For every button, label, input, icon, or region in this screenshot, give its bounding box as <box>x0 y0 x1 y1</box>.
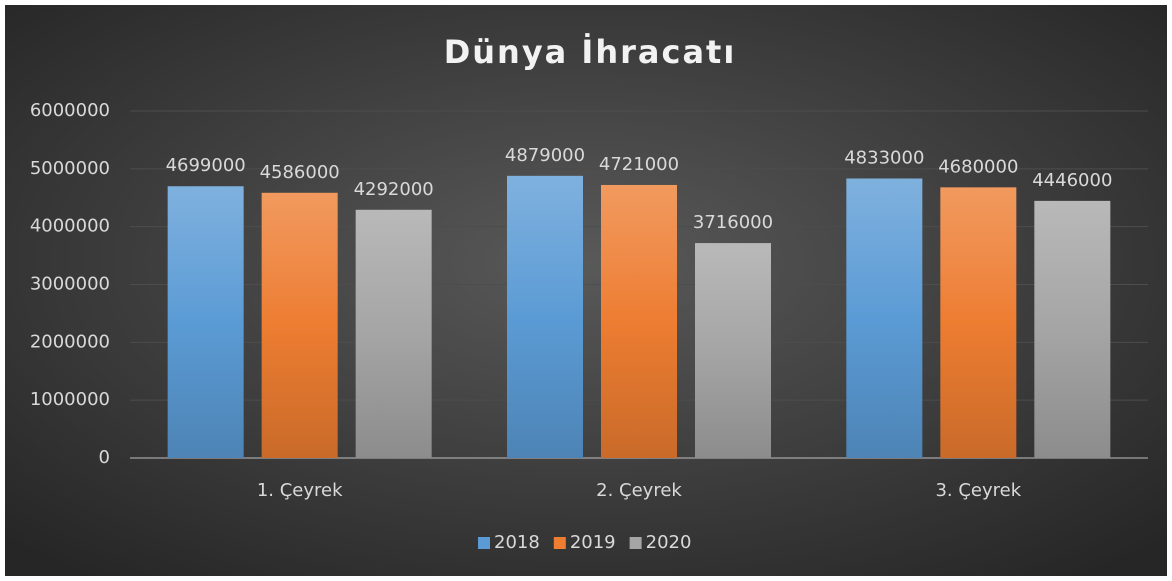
data-label: 4879000 <box>505 145 585 166</box>
legend-swatch <box>553 537 566 549</box>
y-tick-label: 4000000 <box>30 216 110 237</box>
y-tick-label: 2000000 <box>30 331 110 352</box>
x-tick-label: 1. Çeyrek <box>257 480 343 501</box>
y-tick-label: 6000000 <box>30 100 110 121</box>
x-tick-label: 3. Çeyrek <box>935 480 1021 501</box>
bar <box>940 187 1017 458</box>
bar <box>507 175 583 458</box>
bar <box>355 209 432 458</box>
data-label: 4680000 <box>938 156 1018 177</box>
data-label: 3716000 <box>693 212 773 233</box>
data-label: 4446000 <box>1032 170 1112 191</box>
y-tick-label: 0 <box>99 447 110 468</box>
data-label: 4292000 <box>354 179 434 200</box>
y-tick-label: 3000000 <box>30 274 110 295</box>
bar <box>1034 200 1111 459</box>
data-label: 4721000 <box>599 154 679 175</box>
legend-swatch <box>478 537 490 549</box>
x-tick-label: 2. Çeyrek <box>596 480 682 501</box>
legend-label: 2020 <box>646 532 692 553</box>
bar <box>846 178 923 458</box>
y-tick-label: 5000000 <box>30 158 110 179</box>
legend-swatch <box>629 537 642 549</box>
bar <box>167 186 244 459</box>
data-label: 4833000 <box>844 147 924 168</box>
data-label: 4699000 <box>166 155 246 176</box>
legend-label: 2019 <box>570 532 616 553</box>
bar <box>695 243 771 458</box>
y-tick-label: 1000000 <box>30 389 110 410</box>
legend-label: 2018 <box>494 532 540 553</box>
bar <box>261 192 338 458</box>
bar <box>601 184 677 459</box>
data-label: 4586000 <box>260 162 340 183</box>
chart-title: Dünya İhracatı <box>444 33 737 71</box>
